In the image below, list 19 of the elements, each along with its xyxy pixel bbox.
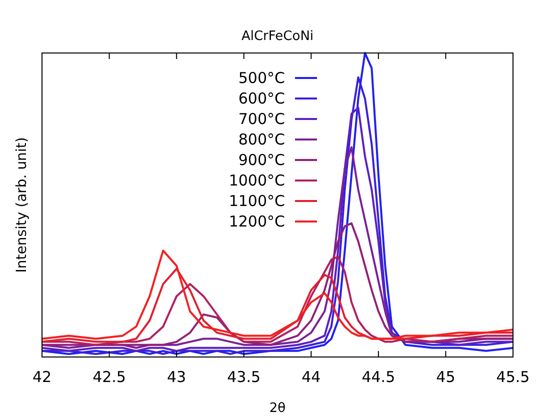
legend-label: 900°C bbox=[238, 151, 285, 169]
x-tick-label: 44 bbox=[302, 368, 321, 386]
chart-title: AlCrFeCoNi bbox=[241, 29, 314, 44]
x-axis-title: 2θ bbox=[269, 401, 286, 416]
legend-label: 500°C bbox=[238, 69, 285, 87]
x-tick-label: 42 bbox=[32, 368, 52, 386]
legend-label: 600°C bbox=[238, 90, 285, 108]
legend-label: 1000°C bbox=[228, 172, 285, 190]
x-tick-label: 42.5 bbox=[92, 368, 126, 386]
x-tick-label: 44.5 bbox=[362, 368, 396, 386]
legend-label: 700°C bbox=[238, 110, 285, 128]
x-tick-label: 43 bbox=[167, 368, 186, 386]
x-tick-label: 43.5 bbox=[227, 368, 261, 386]
x-tick-label: 45.5 bbox=[496, 368, 530, 386]
x-tick-label: 45 bbox=[436, 368, 456, 386]
legend-label: 800°C bbox=[238, 130, 285, 148]
legend-label: 1100°C bbox=[228, 192, 285, 210]
y-axis-title: Intensity (arb. unit) bbox=[14, 137, 30, 273]
legend-label: 1200°C bbox=[228, 212, 285, 230]
